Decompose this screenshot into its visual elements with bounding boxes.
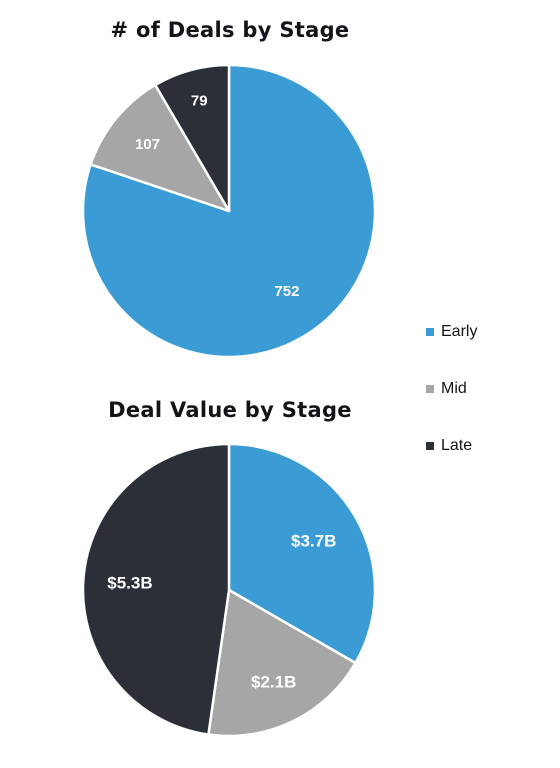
pie-slice-deal-value-late (81, 442, 231, 736)
legend-item-late: Late (426, 432, 477, 460)
pie-chart-deal-value: $3.7B $2.1B $5.3B (81, 442, 377, 738)
pie-chart-deal-count: 752 107 79 (81, 63, 377, 359)
legend-item-early: Early (426, 318, 477, 346)
data-label-deal-count-late: 79 (191, 93, 208, 110)
chart-title-deal-count: # of Deals by Stage (110, 18, 350, 42)
data-label-deal-count-mid: 107 (135, 136, 160, 153)
data-label-deal-value-early: $3.7B (291, 532, 336, 551)
legend-label-early: Early (441, 323, 478, 340)
pie-slice-deal-count-mid (89, 83, 231, 213)
legend-swatch-late (426, 442, 434, 450)
legend-swatch-early (426, 328, 434, 336)
legend: Early Mid Late (426, 318, 477, 489)
chart-title-deal-value: Deal Value by Stage (108, 398, 352, 422)
pie-slice-deal-value-mid (207, 588, 357, 738)
pie-slice-deal-value-early (227, 442, 377, 665)
data-label-deal-value-mid: $2.1B (251, 672, 296, 691)
legend-swatch-mid (426, 385, 434, 393)
legend-label-late: Late (441, 437, 473, 454)
pie-slice-deal-count-late (154, 63, 231, 213)
data-label-deal-value-late: $5.3B (107, 573, 152, 592)
legend-label-mid: Mid (441, 380, 467, 397)
data-label-deal-count-early: 752 (274, 283, 299, 300)
legend-item-mid: Mid (426, 375, 477, 403)
